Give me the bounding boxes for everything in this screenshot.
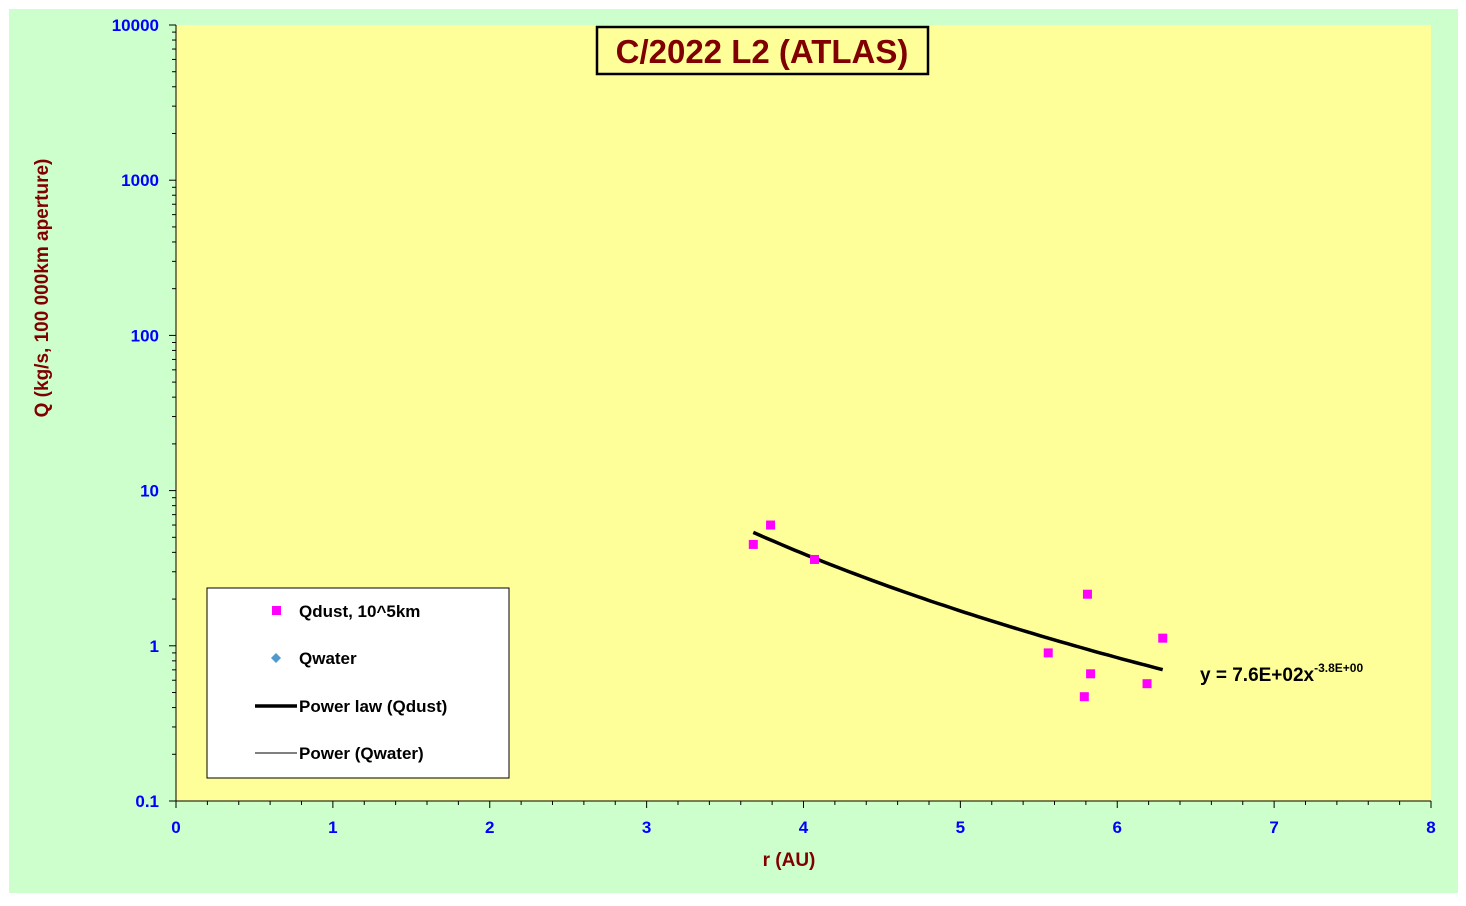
points-layer <box>748 520 1168 702</box>
y-tick-label: 10 <box>140 482 159 501</box>
chart-title: C/2022 L2 (ATLAS) <box>616 33 909 70</box>
legend-marker-qdust <box>272 606 281 615</box>
data-point-qdust <box>1082 589 1092 599</box>
data-point-qdust <box>766 520 776 530</box>
x-tick-label: 7 <box>1269 818 1278 837</box>
x-tick-label: 1 <box>328 818 337 837</box>
y-tick-label: 1000 <box>121 171 159 190</box>
x-axis-label: r (AU) <box>763 850 816 871</box>
x-tick-label: 3 <box>642 818 651 837</box>
trendline-equation-main: y = 7.6E+02x <box>1200 665 1315 686</box>
axes-layer: 0.1 1 10 100 1000 10000 0 1 2 3 4 5 6 7 8 <box>112 16 1436 837</box>
trendline-equation-exponent: -3.8E+00 <box>1314 661 1363 675</box>
x-tick-label: 4 <box>799 818 809 837</box>
trendline-layer <box>752 530 1164 672</box>
y-tick-label: 1 <box>150 637 159 656</box>
x-tick-label: 5 <box>956 818 965 837</box>
legend-label-qwater: Qwater <box>299 649 357 668</box>
data-point-qdust <box>1158 633 1168 643</box>
data-point-qdust <box>809 554 819 564</box>
chart-title-box: C/2022 L2 (ATLAS) <box>595 25 930 76</box>
legend-label-qdust: Qdust, 10^5km <box>299 602 420 621</box>
trendline-equation: y = 7.6E+02x-3.8E+00 <box>1200 661 1363 686</box>
data-point-qdust <box>1086 669 1096 679</box>
data-point-qdust <box>748 539 758 549</box>
x-tick-label: 0 <box>171 818 180 837</box>
x-tick-label: 2 <box>485 818 494 837</box>
legend-box <box>206 587 510 779</box>
legend-label-power-qdust: Power law (Qdust) <box>299 697 447 716</box>
legend-marker-qwater <box>271 653 281 663</box>
legend-label-power-qwater: Power (Qwater) <box>299 744 424 763</box>
x-tick-label: 8 <box>1426 818 1435 837</box>
y-tick-label: 100 <box>131 326 159 345</box>
y-tick-label: 10000 <box>112 16 159 35</box>
y-tick-label: 0.1 <box>135 792 159 811</box>
x-tick-label: 6 <box>1113 818 1122 837</box>
data-point-qdust <box>1043 648 1053 658</box>
data-point-qdust <box>1142 679 1152 689</box>
data-point-qdust <box>1079 692 1089 702</box>
trendline-power-qdust <box>752 530 1164 672</box>
legend: Qdust, 10^5km Qwater Power law (Qdust) P… <box>206 587 510 779</box>
y-axis-label: Q (kg/s, 100 000km aperture) <box>32 159 53 418</box>
